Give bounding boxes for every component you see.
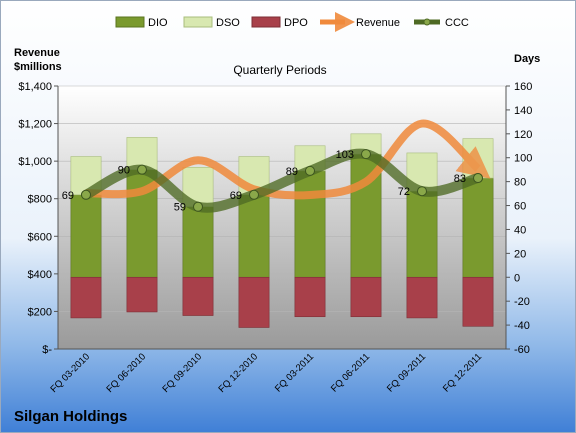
legend-swatch-dso — [183, 16, 213, 28]
left-axis-label-line1: Revenue — [14, 47, 60, 59]
bar-dpo — [462, 276, 494, 327]
bar-dio — [294, 170, 326, 278]
bar-dso — [126, 137, 158, 170]
right-axis-tick-label: 20 — [514, 248, 526, 260]
ccc-marker — [137, 164, 147, 175]
left-axis-tick-label: $1,400 — [18, 81, 52, 93]
bar-dpo — [406, 276, 438, 319]
ccc-data-labels: 69 90 59 69 89 103 72 83 — [62, 149, 466, 214]
bar-dio — [182, 206, 214, 278]
bar-dpo — [238, 276, 270, 328]
ccc-marker — [249, 189, 259, 200]
left-axis-tick-label: $- — [42, 344, 52, 356]
ccc-data-label: 59 — [174, 202, 186, 214]
right-axis-label: Days — [514, 53, 540, 65]
ccc-marker — [193, 201, 203, 212]
bar-dio — [70, 194, 102, 278]
legend-swatch-ccc-marker — [423, 18, 431, 26]
ccc-data-label: 83 — [454, 173, 466, 185]
bar-dso — [70, 156, 102, 196]
ccc-marker — [81, 189, 91, 200]
bar-dio — [238, 194, 270, 278]
left-axis-tick-label: $200 — [28, 306, 52, 318]
left-axis-label-line2: $millions — [14, 61, 62, 73]
legend-label-dso: DSO — [216, 17, 240, 29]
right-axis-tick-label: 40 — [514, 224, 526, 236]
ccc-data-label: 90 — [118, 165, 130, 177]
ccc-data-label: 89 — [286, 166, 298, 178]
right-axis-tick-label: -40 — [514, 320, 530, 332]
left-axis-tick-label: $1,000 — [18, 156, 52, 168]
left-axis-tick-label: $400 — [28, 269, 52, 281]
ccc-data-label: 69 — [230, 190, 242, 202]
ccc-data-label: 72 — [398, 186, 410, 198]
left-axis-tick-label: $1,200 — [18, 119, 52, 131]
left-axis-tick-label: $800 — [28, 194, 52, 206]
line-revenue — [85, 119, 491, 200]
legend-label-dio: DIO — [148, 17, 168, 29]
company-name: Silgan Holdings — [14, 408, 127, 425]
right-axis-tick-label: 140 — [514, 105, 532, 117]
chart-title: Quarterly Periods — [233, 63, 326, 77]
bar-dpo — [294, 276, 326, 318]
legend-swatch-dpo — [251, 16, 281, 28]
line-series — [81, 119, 491, 213]
bar-dpo — [350, 276, 382, 318]
right-axis-tick-label: -20 — [514, 296, 530, 308]
bar-dpo — [182, 276, 214, 316]
ccc-marker — [417, 186, 427, 197]
right-axis-tick-label: 100 — [514, 153, 532, 165]
bar-dio — [406, 190, 438, 278]
left-axis-tick-label: $600 — [28, 231, 52, 243]
legend-label-dpo: DPO — [284, 17, 308, 29]
right-axis-tick-label: 160 — [514, 81, 532, 93]
bar-dpo — [126, 276, 158, 313]
legend: DIO DSO DPO Revenue CCC — [115, 12, 469, 32]
ccc-marker — [305, 165, 315, 176]
right-axis-tick-label: 60 — [514, 201, 526, 213]
legend-label-ccc: CCC — [445, 17, 469, 29]
right-axis-tick-label: -60 — [514, 344, 530, 356]
bar-dio — [462, 177, 494, 278]
ccc-data-label: 103 — [336, 149, 354, 161]
right-axis-tick-label: 0 — [514, 272, 520, 284]
ccc-data-label: 69 — [62, 190, 74, 202]
ccc-marker — [473, 173, 483, 184]
right-axis-tick-label: 120 — [514, 129, 532, 141]
legend-swatch-dio — [115, 16, 145, 28]
legend-label-revenue: Revenue — [356, 17, 400, 29]
ccc-marker — [361, 149, 371, 160]
right-axis-tick-label: 80 — [514, 177, 526, 189]
bar-dpo — [70, 276, 102, 319]
